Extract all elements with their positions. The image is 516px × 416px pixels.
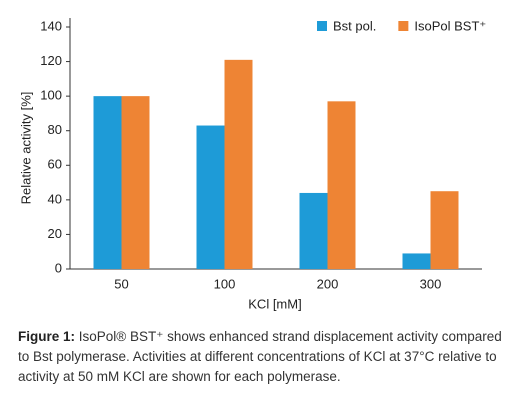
bar bbox=[327, 101, 356, 269]
x-tick-label: 100 bbox=[214, 276, 236, 291]
y-tick-label: 60 bbox=[48, 157, 62, 172]
x-tick-label: 50 bbox=[114, 276, 128, 291]
bar bbox=[196, 125, 225, 270]
y-tick-label: 40 bbox=[48, 191, 62, 206]
y-tick-label: 0 bbox=[55, 260, 62, 275]
legend-swatch bbox=[317, 21, 327, 31]
caption-label: Figure 1: bbox=[18, 329, 76, 344]
y-tick-label: 140 bbox=[40, 18, 62, 33]
caption-text: IsoPol® BST⁺ shows enhanced strand displ… bbox=[18, 329, 502, 384]
legend-swatch bbox=[398, 21, 409, 31]
y-tick-label: 120 bbox=[40, 53, 62, 68]
chart: KCl [mM] Relative activity [%] 0 20 40 60 80… bbox=[18, 18, 486, 311]
y-tick-label: 20 bbox=[48, 226, 62, 241]
bar bbox=[224, 59, 253, 269]
bar bbox=[93, 96, 122, 270]
caption: Figure 1: IsoPol® BST⁺ shows enhanced st… bbox=[18, 327, 503, 387]
bar bbox=[299, 192, 328, 269]
x-tick-label: 300 bbox=[420, 276, 442, 291]
x-axis-label: KCl [mM] bbox=[248, 296, 301, 311]
y-tick-label: 100 bbox=[40, 88, 62, 103]
bar bbox=[402, 253, 431, 269]
bar bbox=[121, 96, 150, 270]
y-tick-label: 80 bbox=[48, 122, 62, 137]
legend-label: IsoPol BST⁺ bbox=[414, 18, 486, 33]
y-axis-label: Relative activity [%] bbox=[18, 92, 33, 205]
x-tick-label: 200 bbox=[317, 276, 339, 291]
legend-label: Bst pol. bbox=[333, 18, 376, 33]
bar bbox=[430, 191, 459, 269]
